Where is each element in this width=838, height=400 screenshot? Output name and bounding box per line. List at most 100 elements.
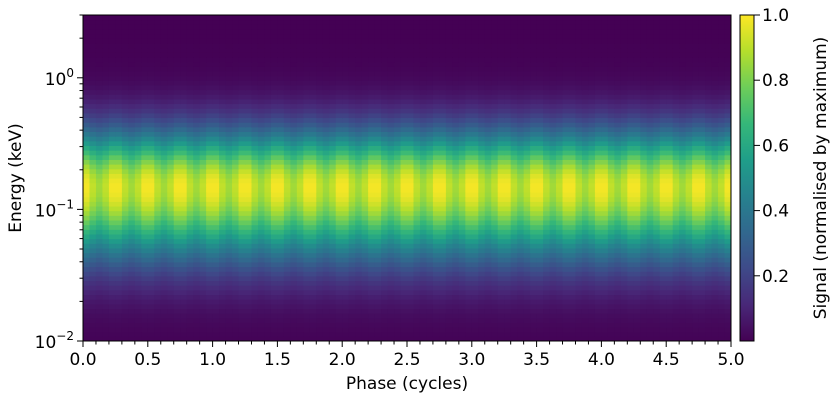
heatmap-cell	[257, 201, 266, 207]
heatmap-cell	[199, 191, 207, 198]
heatmap-cell	[322, 257, 330, 263]
heatmap-cell	[147, 266, 155, 272]
heatmap-cell	[108, 322, 116, 328]
heatmap-cell	[180, 280, 188, 286]
heatmap-cell	[711, 303, 719, 309]
heatmap-cell	[290, 224, 298, 230]
heatmap-cell	[400, 173, 408, 179]
heatmap-cell	[594, 322, 602, 328]
heatmap-cell	[653, 182, 661, 188]
heatmap-cell	[316, 238, 324, 244]
heatmap-cell	[400, 210, 408, 216]
heatmap-cell	[141, 164, 149, 170]
heatmap-cell	[193, 308, 201, 314]
heatmap-cell	[167, 280, 175, 286]
heatmap-cell	[277, 164, 285, 170]
heatmap-cell	[672, 280, 680, 286]
heatmap-cell	[556, 303, 564, 309]
heatmap-cell	[361, 168, 369, 174]
heatmap-cell	[147, 308, 155, 314]
heatmap-cell	[83, 145, 91, 151]
heatmap-cell	[679, 303, 687, 309]
heatmap-cell	[465, 233, 473, 240]
heatmap-cell	[581, 182, 590, 188]
heatmap-cell	[238, 178, 246, 184]
heatmap-cell	[452, 280, 460, 286]
heatmap-cell	[316, 112, 324, 119]
heatmap-cell	[108, 224, 116, 230]
heatmap-cell	[575, 224, 583, 230]
heatmap-cell	[510, 196, 518, 202]
heatmap-cell	[581, 238, 590, 244]
heatmap-cell	[147, 112, 155, 119]
heatmap-cell	[601, 150, 609, 156]
heatmap-cell	[724, 322, 731, 328]
heatmap-cell	[147, 145, 155, 151]
heatmap-cell	[173, 247, 181, 254]
heatmap-cell	[562, 275, 570, 282]
heatmap-cell	[95, 266, 104, 272]
heatmap-cell	[147, 271, 155, 277]
heatmap-cell	[219, 154, 227, 160]
heatmap-cell	[348, 136, 356, 142]
heatmap-cell	[536, 229, 544, 235]
heatmap-cell	[711, 215, 719, 221]
heatmap-cell	[439, 294, 447, 300]
heatmap-cell	[147, 294, 155, 300]
heatmap-cell	[147, 327, 155, 333]
heatmap-cell	[232, 131, 240, 137]
heatmap-cell	[419, 150, 428, 156]
heatmap-cell	[381, 261, 389, 268]
heatmap-cell	[206, 173, 214, 179]
heatmap-cell	[257, 331, 266, 337]
heatmap-cell	[523, 327, 531, 333]
heatmap-cell	[270, 164, 278, 170]
heatmap-cell	[581, 229, 590, 235]
heatmap-cell	[569, 289, 577, 296]
heatmap-cell	[381, 317, 389, 323]
heatmap-cell	[633, 229, 641, 235]
heatmap-cell	[245, 229, 253, 235]
heatmap-cell	[452, 168, 460, 174]
heatmap-cell	[523, 243, 531, 249]
heatmap-cell	[432, 154, 440, 160]
heatmap-cell	[160, 117, 168, 123]
heatmap-cell	[316, 182, 324, 188]
heatmap-cell	[530, 205, 538, 212]
heatmap-cell	[426, 294, 434, 300]
heatmap-cell	[614, 131, 622, 137]
heatmap-cell	[128, 266, 136, 272]
heatmap-cell	[601, 112, 609, 119]
heatmap-cell	[193, 145, 201, 151]
heatmap-cell	[627, 145, 635, 151]
heatmap-cell	[413, 252, 421, 258]
heatmap-cell	[724, 266, 731, 272]
heatmap-cell	[640, 275, 648, 282]
heatmap-cell	[575, 322, 583, 328]
heatmap-cell	[238, 173, 246, 179]
heatmap-cell	[504, 140, 512, 146]
heatmap-cell	[692, 289, 700, 296]
heatmap-cell	[445, 145, 453, 151]
heatmap-cell	[245, 164, 253, 170]
heatmap-cell	[692, 313, 700, 319]
heatmap-cell	[322, 168, 330, 174]
heatmap-cell	[128, 108, 136, 114]
heatmap-cell	[594, 233, 602, 240]
heatmap-cell	[232, 154, 240, 160]
heatmap-cell	[387, 219, 395, 226]
heatmap-cell	[607, 271, 615, 277]
heatmap-cell	[588, 159, 596, 165]
heatmap-cell	[705, 247, 713, 254]
heatmap-cell	[368, 313, 376, 319]
heatmap-cell	[698, 289, 706, 296]
heatmap-cell	[484, 322, 492, 328]
heatmap-cell	[620, 233, 628, 240]
heatmap-cell	[413, 126, 421, 133]
heatmap-cell	[83, 322, 91, 328]
heatmap-cell	[264, 308, 272, 314]
heatmap-cell	[705, 168, 713, 174]
heatmap-cell	[614, 308, 622, 314]
heatmap-cell	[407, 275, 415, 282]
heatmap-cell	[102, 275, 110, 282]
